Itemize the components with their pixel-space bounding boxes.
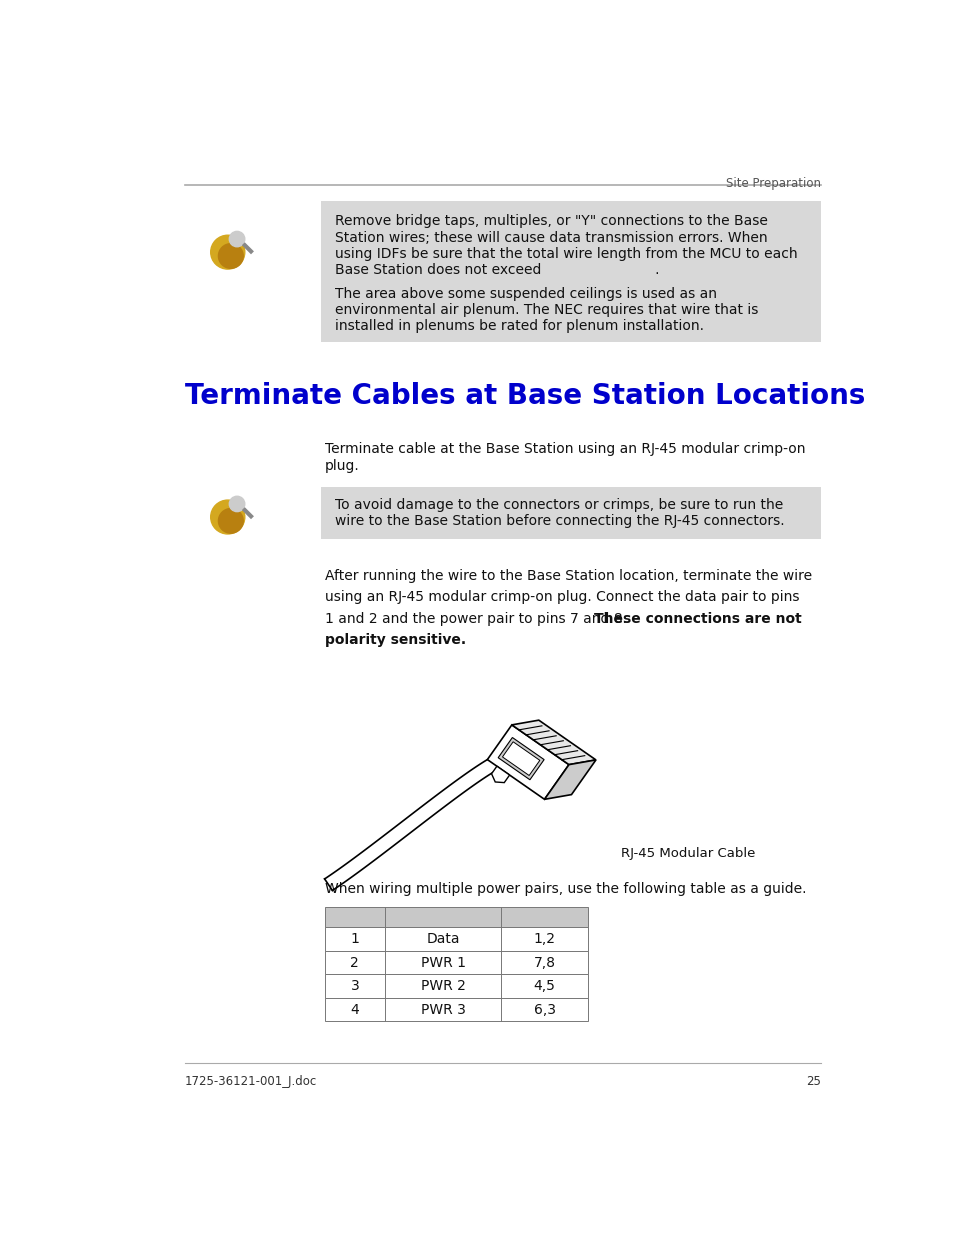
Text: PWR 2: PWR 2 xyxy=(420,979,465,993)
Text: After running the wire to the Base Station location, terminate the wire: After running the wire to the Base Stati… xyxy=(324,568,811,583)
Text: The area above some suspended ceilings is used as an
environmental air plenum. T: The area above some suspended ceilings i… xyxy=(335,287,758,333)
Polygon shape xyxy=(487,725,568,799)
Text: 1 and 2 and the power pair to pins 7 and 8.: 1 and 2 and the power pair to pins 7 and… xyxy=(324,611,630,626)
Polygon shape xyxy=(324,760,494,890)
Polygon shape xyxy=(512,720,596,764)
Text: 1,2: 1,2 xyxy=(533,932,556,946)
Text: Remove bridge taps, multiples, or "Y" connections to the Base
Station wires; the: Remove bridge taps, multiples, or "Y" co… xyxy=(335,215,797,277)
Polygon shape xyxy=(544,760,596,799)
Text: To avoid damage to the connectors or crimps, be sure to run the
wire to the Base: To avoid damage to the connectors or cri… xyxy=(335,498,783,529)
Bar xyxy=(320,487,820,540)
Text: When wiring multiple power pairs, use the following table as a guide.: When wiring multiple power pairs, use th… xyxy=(324,882,805,897)
Text: Terminate cable at the Base Station using an RJ-45 modular crimp-on
plug.: Terminate cable at the Base Station usin… xyxy=(324,442,804,473)
Bar xyxy=(324,951,587,974)
Text: These connections are not: These connections are not xyxy=(594,611,801,626)
Text: 2: 2 xyxy=(350,956,359,969)
Text: 3: 3 xyxy=(350,979,359,993)
Polygon shape xyxy=(502,742,539,776)
Circle shape xyxy=(211,235,245,269)
Text: 6,3: 6,3 xyxy=(533,1003,556,1016)
Text: RJ-45 Modular Cable: RJ-45 Modular Cable xyxy=(620,847,754,861)
Circle shape xyxy=(229,496,245,511)
Bar xyxy=(324,906,587,927)
Text: 1: 1 xyxy=(350,932,359,946)
Text: 4,5: 4,5 xyxy=(534,979,555,993)
Text: 4: 4 xyxy=(350,1003,359,1016)
Bar xyxy=(320,200,820,342)
Bar xyxy=(324,998,587,1021)
Circle shape xyxy=(229,231,245,247)
Text: polarity sensitive.: polarity sensitive. xyxy=(324,634,465,647)
Polygon shape xyxy=(491,766,509,783)
Text: 7,8: 7,8 xyxy=(533,956,556,969)
Text: 1725-36121-001_J.doc: 1725-36121-001_J.doc xyxy=(185,1074,317,1088)
Bar xyxy=(324,927,587,951)
Text: PWR 1: PWR 1 xyxy=(420,956,465,969)
Text: 25: 25 xyxy=(805,1074,820,1088)
Circle shape xyxy=(211,500,245,534)
Circle shape xyxy=(218,243,243,268)
Text: Site Preparation: Site Preparation xyxy=(725,178,820,190)
Text: PWR 3: PWR 3 xyxy=(420,1003,465,1016)
Text: Data: Data xyxy=(426,932,459,946)
Circle shape xyxy=(218,509,243,534)
Bar xyxy=(324,974,587,998)
Text: Terminate Cables at Base Station Locations: Terminate Cables at Base Station Locatio… xyxy=(185,383,864,410)
Text: using an RJ-45 modular crimp-on plug. Connect the data pair to pins: using an RJ-45 modular crimp-on plug. Co… xyxy=(324,590,799,604)
Polygon shape xyxy=(497,737,543,779)
